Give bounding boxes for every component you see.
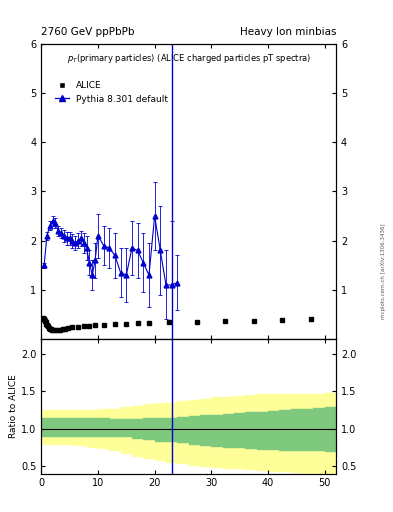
Text: $p_{T}$(primary particles) (ALICE charged particles pT spectra): $p_{T}$(primary particles) (ALICE charge… — [66, 52, 311, 66]
Text: mcplots.cern.ch [arXiv:1306.3436]: mcplots.cern.ch [arXiv:1306.3436] — [381, 224, 386, 319]
Text: Heavy Ion minbias: Heavy Ion minbias — [239, 27, 336, 37]
Legend: ALICE, Pythia 8.301 default: ALICE, Pythia 8.301 default — [51, 78, 172, 108]
Y-axis label: Ratio to ALICE: Ratio to ALICE — [9, 374, 18, 438]
Text: 2760 GeV ppPbPb: 2760 GeV ppPbPb — [41, 27, 135, 37]
